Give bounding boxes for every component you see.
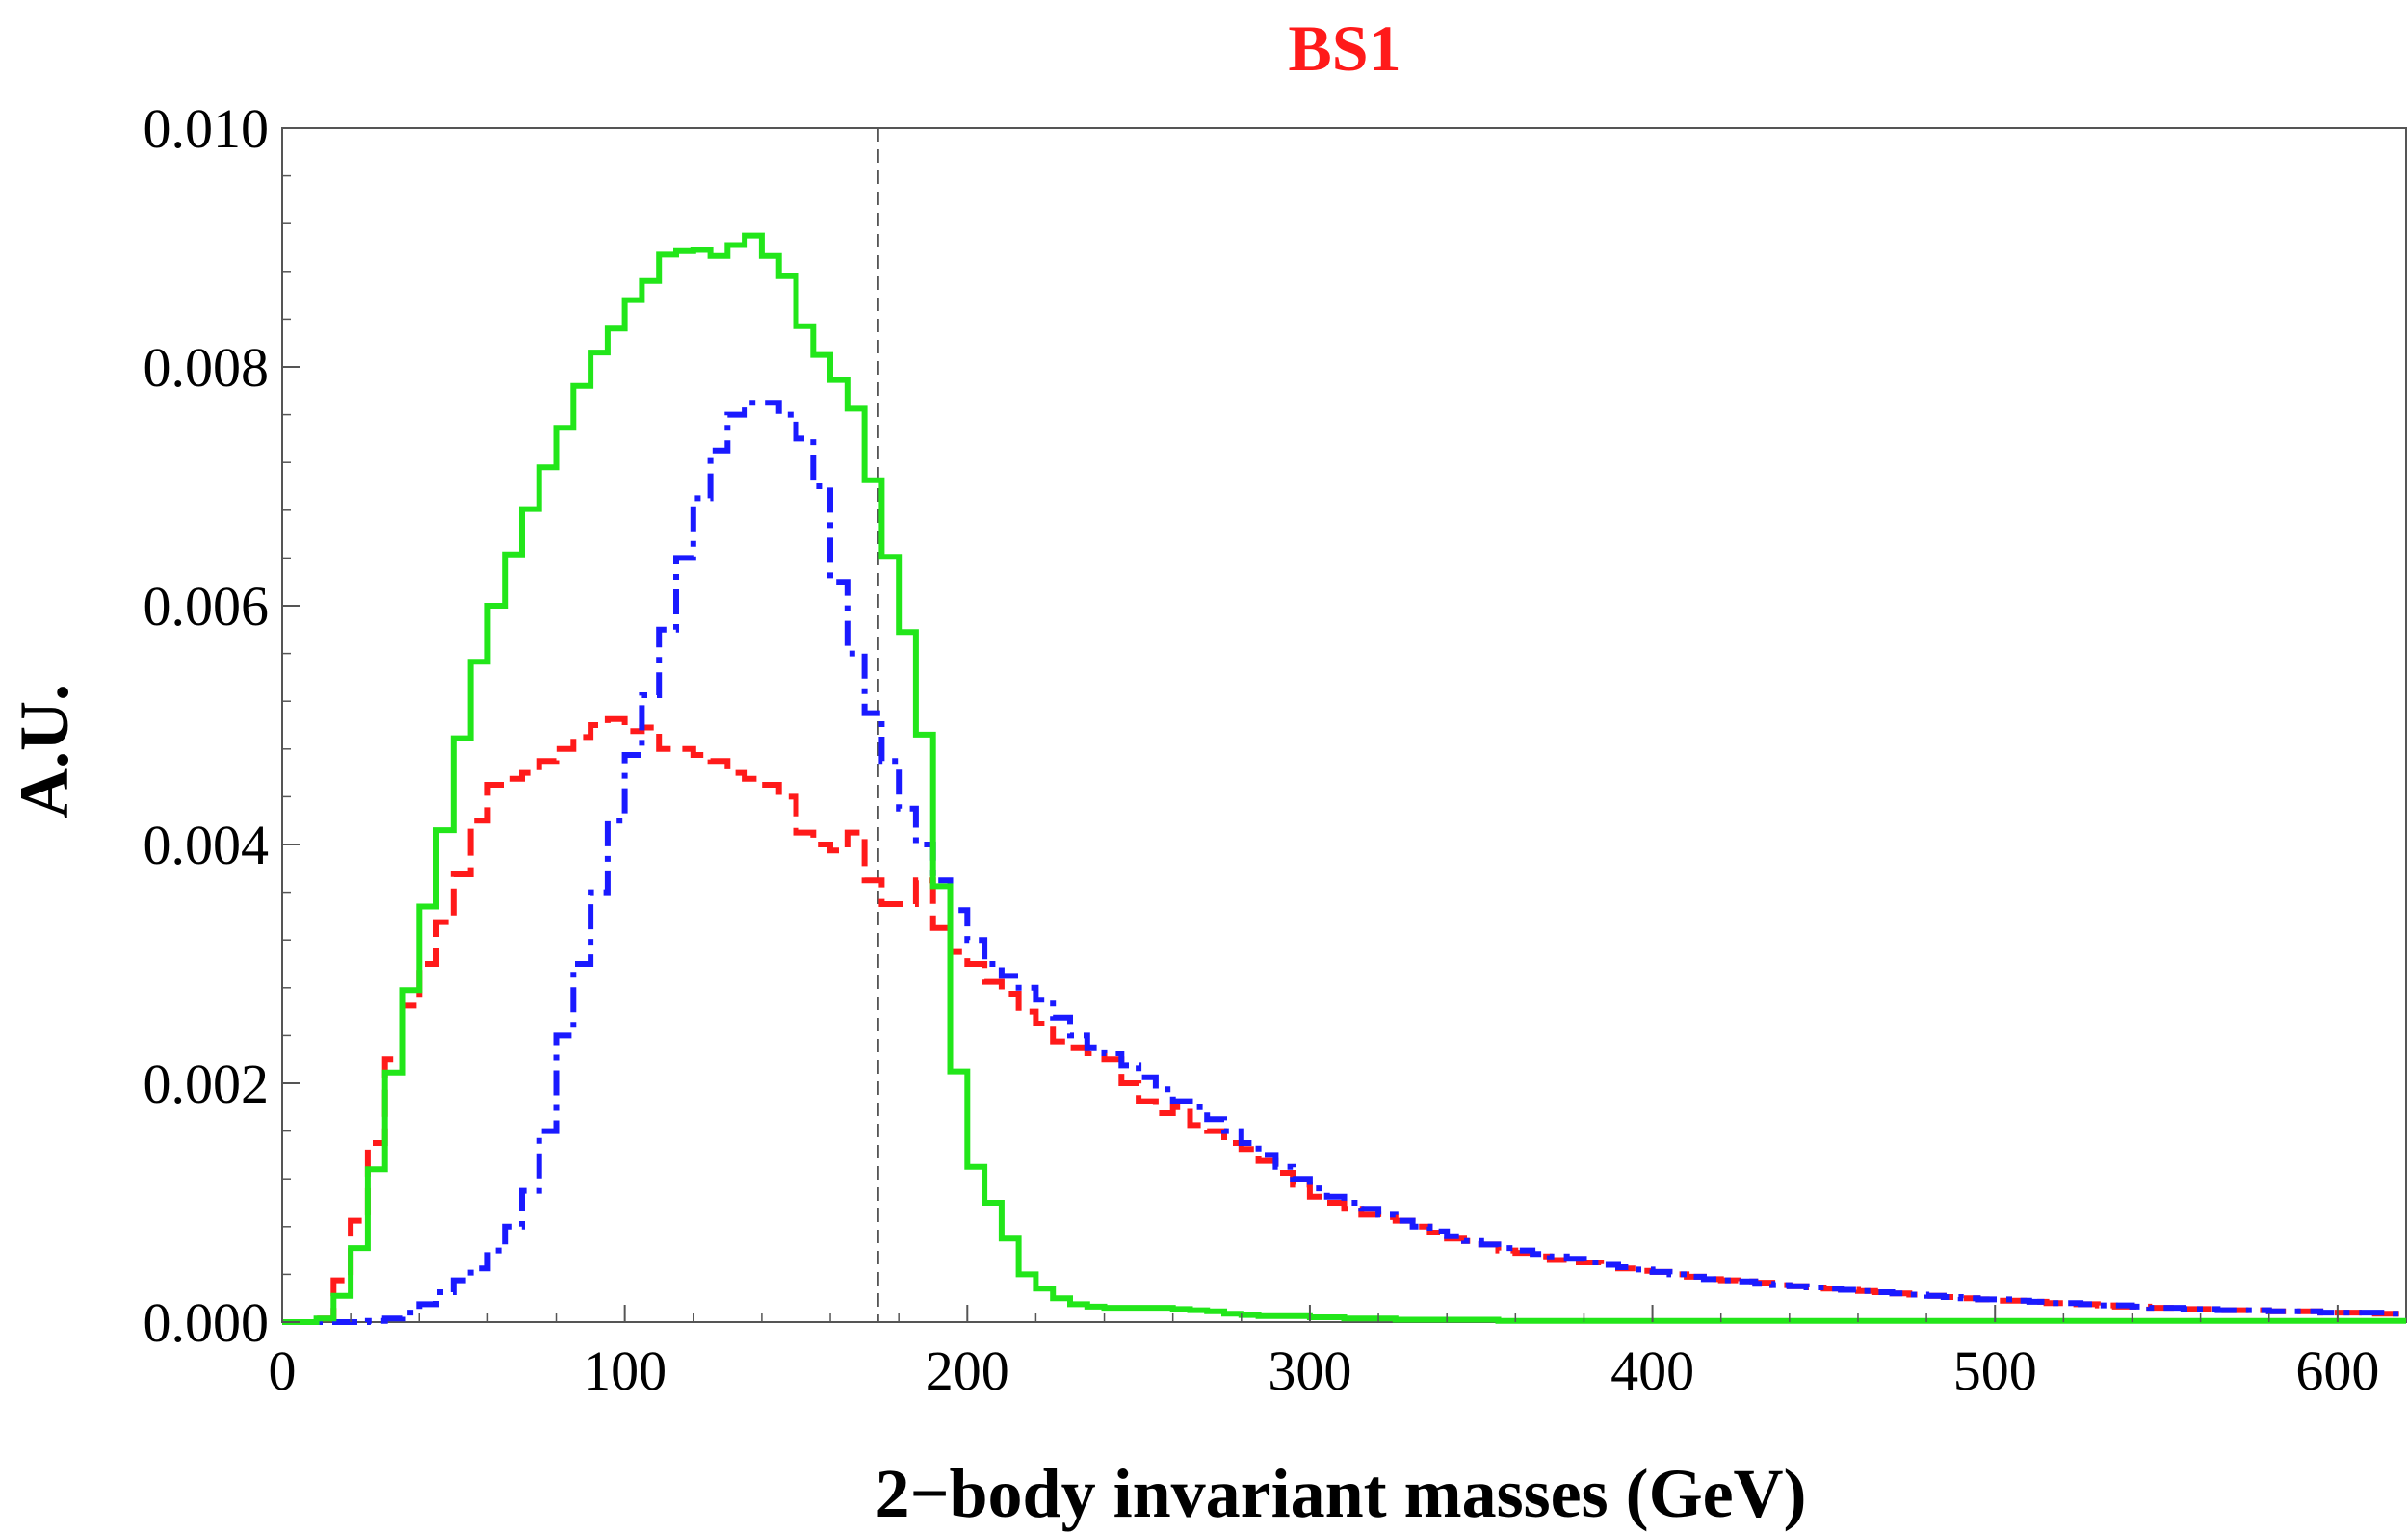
x-axis-title: 2−body invariant masses (GeV) <box>875 1455 1806 1532</box>
x-tick-label: 300 <box>1268 1339 1351 1402</box>
x-tick-label: 500 <box>1953 1339 2037 1402</box>
y-tick-label: 0.006 <box>144 575 270 637</box>
y-tick-label: 0.008 <box>144 336 270 399</box>
x-tick-label: 0 <box>269 1339 297 1402</box>
y-tick-label: 0.010 <box>144 97 270 160</box>
plot-area <box>281 127 2407 1325</box>
chart-title: BS1 <box>1288 12 1400 85</box>
series-group <box>282 232 2406 1325</box>
x-tick-label: 100 <box>583 1339 667 1402</box>
series-green-solid <box>282 232 2406 1325</box>
y-tick-label: 0.000 <box>144 1291 270 1354</box>
x-tick-label: 200 <box>926 1339 1009 1402</box>
y-tick-label: 0.002 <box>144 1052 270 1115</box>
series-red-dashed <box>282 715 2406 1325</box>
y-axis-title: A.U. <box>6 684 83 818</box>
y-tick-label: 0.004 <box>144 814 270 876</box>
x-tick-label: 600 <box>2295 1339 2379 1402</box>
plot-frame <box>281 127 2407 1323</box>
x-tick-label: 400 <box>1610 1339 1694 1402</box>
y-axis-ticks: 0.000 0.002 0.004 0.006 0.008 0.010 <box>144 97 300 1354</box>
x-axis-ticks: 0 100 200 300 400 500 600 <box>269 1305 2379 1402</box>
